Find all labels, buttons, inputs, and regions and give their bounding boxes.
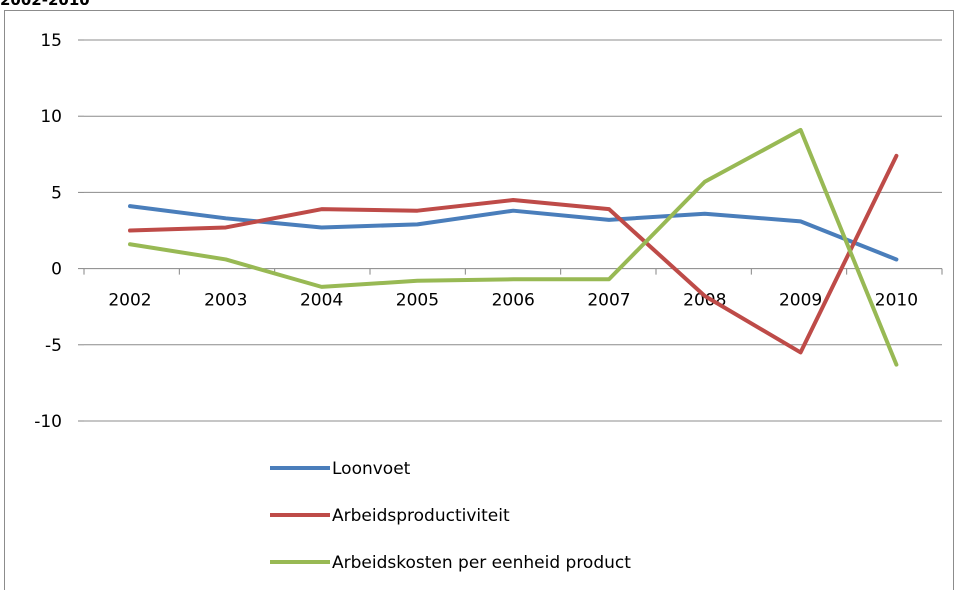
series-line-arbeidskosten-per-eenheid-product: [128, 127, 899, 367]
chart-title: 2002-2010: [0, 0, 90, 9]
gridlines: [78, 39, 943, 422]
x-tick-label: 2002: [108, 291, 151, 311]
legend-label: Arbeidskosten per eenheid product: [332, 553, 631, 573]
x-tick-label: 2010: [875, 291, 918, 311]
x-tick-label: 2005: [396, 291, 439, 311]
y-tick-label: -10: [34, 412, 62, 432]
y-tick-label: -5: [45, 336, 62, 356]
x-tick-label: 2009: [779, 291, 822, 311]
x-tick-label: 2003: [204, 291, 247, 311]
series-line-loonvoet: [128, 204, 899, 262]
legend: Loonvoet Arbeidsproductiviteit Arbeidskost…: [270, 459, 631, 573]
y-axis-tick-labels: 15 10 5 0 -5 -10: [34, 31, 62, 432]
y-tick-label: 5: [51, 183, 62, 203]
series-line-arbeidsproductiviteit: [128, 153, 899, 355]
x-tick-label: 2008: [683, 291, 726, 311]
legend-label: Loonvoet: [332, 459, 411, 479]
chart-frame: [4, 10, 954, 590]
y-tick-label: 10: [40, 107, 62, 127]
y-tick-label: 0: [51, 260, 62, 280]
y-tick-label: 15: [40, 31, 62, 51]
x-tick-label: 2006: [492, 291, 535, 311]
x-tick-label: 2004: [300, 291, 343, 311]
legend-label: Arbeidsproductiviteit: [332, 506, 510, 526]
series-lines: [128, 127, 899, 367]
x-axis-tick-labels: 2002 2003 2004 2005 2006 2007 2008 2009 2010: [108, 291, 918, 311]
x-tick-label: 2007: [587, 291, 630, 311]
